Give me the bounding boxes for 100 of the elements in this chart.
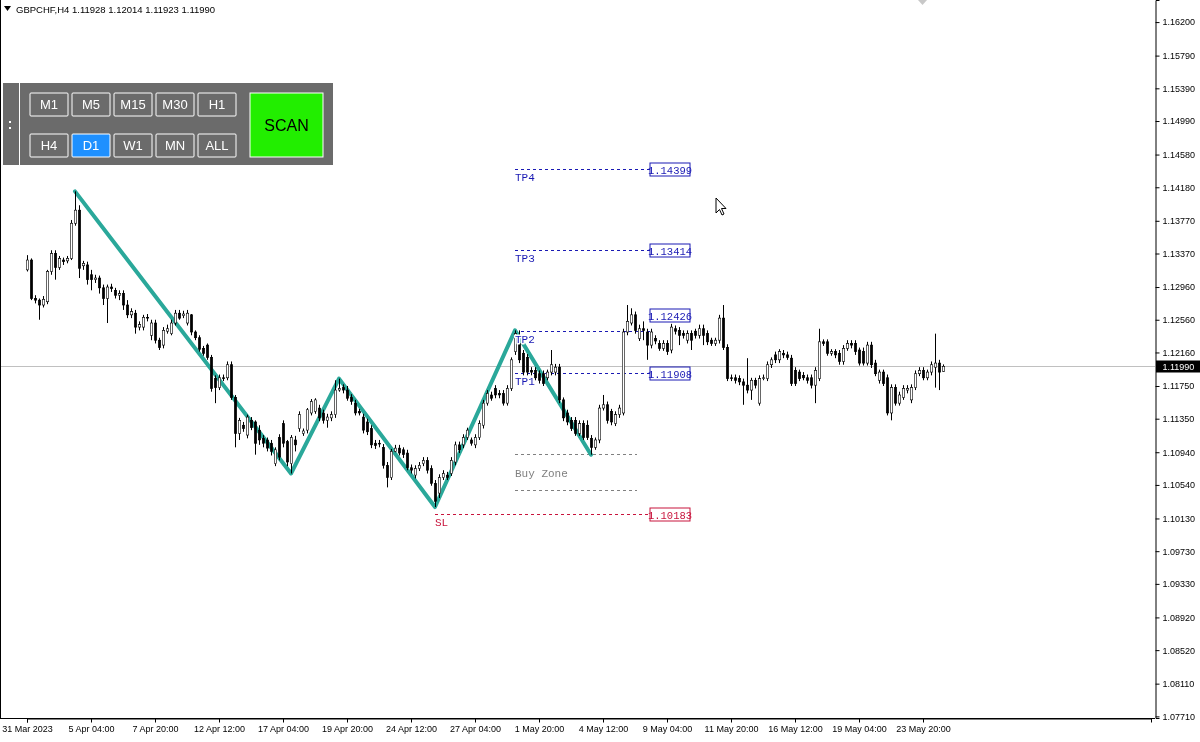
x-tick-label: 11 May 20:00 bbox=[704, 723, 759, 734]
candlestick bbox=[606, 401, 609, 425]
y-tick-label: 1.13770 bbox=[1162, 216, 1196, 227]
candlestick bbox=[670, 323, 673, 354]
candlestick bbox=[526, 353, 529, 376]
candlestick bbox=[642, 320, 645, 341]
button: D1 bbox=[71, 133, 111, 158]
candlestick bbox=[258, 424, 261, 446]
candlestick bbox=[246, 414, 249, 439]
x-tick-label: 7 Apr 20:00 bbox=[132, 723, 179, 734]
x-tick-label: 1 May 20:00 bbox=[514, 723, 565, 734]
y-tick-label: 1.12960 bbox=[1162, 282, 1196, 293]
candlestick bbox=[866, 341, 869, 367]
candlestick bbox=[86, 261, 89, 286]
candlestick bbox=[370, 424, 373, 449]
x-tick-label: 19 May 04:00 bbox=[832, 723, 887, 734]
candlestick bbox=[134, 309, 137, 335]
candlestick bbox=[582, 419, 585, 441]
y-tick-label: 1.11350 bbox=[1162, 414, 1195, 425]
y-tick-label: 1.14180 bbox=[1162, 182, 1196, 193]
y-tick-label: 1.12160 bbox=[1162, 347, 1196, 358]
candlestick bbox=[938, 359, 941, 391]
annotation: M15 bbox=[120, 97, 146, 112]
candlestick bbox=[766, 360, 769, 382]
button: SCAN bbox=[249, 92, 324, 158]
y-tick-label: 1.10130 bbox=[1162, 513, 1196, 524]
candlestick bbox=[646, 328, 649, 361]
candlestick bbox=[406, 449, 409, 471]
button: W1 bbox=[113, 133, 153, 158]
button: H1 bbox=[197, 92, 237, 117]
candlestick bbox=[190, 313, 193, 336]
candlestick bbox=[54, 249, 57, 281]
ref-line-label: Buy Zone bbox=[515, 467, 568, 480]
annotation: M1 bbox=[39, 97, 59, 112]
candlestick bbox=[438, 473, 441, 499]
candlestick bbox=[298, 410, 301, 433]
button: M1 bbox=[29, 92, 69, 117]
candlestick bbox=[574, 416, 577, 437]
y-tick-label: 1.07710 bbox=[1162, 711, 1196, 722]
annotation: D1 bbox=[82, 138, 100, 153]
annotation: M5 bbox=[81, 97, 101, 112]
candlestick bbox=[106, 284, 109, 324]
annotation: ALL bbox=[205, 138, 229, 153]
candlestick bbox=[122, 289, 125, 311]
ref-line-label: TP1 bbox=[515, 375, 536, 388]
y-tick-label: 1.09730 bbox=[1162, 546, 1196, 557]
annotation: 1.14399 bbox=[647, 164, 693, 177]
x-tick-label: 12 Apr 12:00 bbox=[193, 723, 246, 734]
x-tick-label: 31 Mar 2023 bbox=[2, 723, 53, 734]
y-tick-label: 1.14990 bbox=[1162, 116, 1196, 127]
ref-line-label: TP4 bbox=[515, 171, 536, 184]
annotation: H1 bbox=[208, 97, 226, 112]
y-tick-label: 1.15390 bbox=[1162, 83, 1196, 94]
y-tick-label: 1.08520 bbox=[1162, 645, 1196, 656]
annotation: 1.13414 bbox=[647, 245, 693, 258]
y-tick-label: 1.09330 bbox=[1162, 579, 1196, 590]
annotation: 1.12426 bbox=[647, 310, 693, 323]
y-tick-label: 1.10540 bbox=[1162, 480, 1196, 491]
annotation: H4 bbox=[40, 138, 58, 153]
x-tick-label: 19 Apr 20:00 bbox=[321, 723, 374, 734]
candlestick bbox=[718, 314, 721, 344]
annotation: M30 bbox=[162, 97, 188, 112]
line-series bbox=[73, 189, 593, 510]
candlestick bbox=[38, 297, 41, 321]
y-tick-label: 1.12560 bbox=[1162, 315, 1196, 326]
button: M15 bbox=[113, 92, 153, 117]
candlestick bbox=[746, 357, 749, 394]
ref-line-label: TP3 bbox=[515, 252, 535, 265]
candlestick bbox=[934, 333, 937, 389]
y-tick-label: 1.11750 bbox=[1162, 381, 1195, 392]
candlestick bbox=[842, 344, 845, 366]
candlestick bbox=[742, 378, 745, 406]
button: MN bbox=[155, 133, 195, 158]
annotation: 1.10183 bbox=[647, 509, 693, 522]
button: ALL bbox=[197, 133, 237, 158]
y-tick-label: 1.16200 bbox=[1162, 17, 1196, 28]
y-tick-label: 1.10940 bbox=[1162, 447, 1196, 458]
candlestick bbox=[590, 434, 593, 456]
y-tick-label: 1.08110 bbox=[1162, 679, 1195, 690]
candlestick bbox=[150, 319, 153, 341]
x-tick-label: 9 May 04:00 bbox=[642, 723, 693, 734]
candlestick bbox=[154, 319, 157, 344]
ref-line-label: 1.11990 bbox=[1162, 362, 1195, 372]
y-tick-label: 1.14580 bbox=[1162, 149, 1196, 160]
candlestick bbox=[362, 413, 365, 434]
x-tick-label: 4 May 12:00 bbox=[578, 723, 629, 734]
y-tick-label: 1.08920 bbox=[1162, 612, 1196, 623]
x-tick-label: 24 Apr 12:00 bbox=[385, 723, 438, 734]
x-tick-label: 17 Apr 04:00 bbox=[257, 723, 310, 734]
candlestick bbox=[702, 324, 705, 346]
button: H4 bbox=[29, 133, 69, 158]
candlestick bbox=[650, 328, 653, 349]
ref-line-label: SL bbox=[435, 516, 449, 529]
y-tick-label: 1.13370 bbox=[1162, 248, 1196, 259]
chart-title: GBPCHF,H4 1.11928 1.12014 1.11923 1.11990 bbox=[16, 4, 216, 15]
annotation: MN bbox=[164, 138, 186, 153]
candlestick bbox=[254, 419, 257, 456]
candlestick bbox=[634, 311, 637, 335]
y-tick-label: 1.15790 bbox=[1162, 50, 1196, 61]
x-tick-label: 27 Apr 04:00 bbox=[449, 723, 502, 734]
